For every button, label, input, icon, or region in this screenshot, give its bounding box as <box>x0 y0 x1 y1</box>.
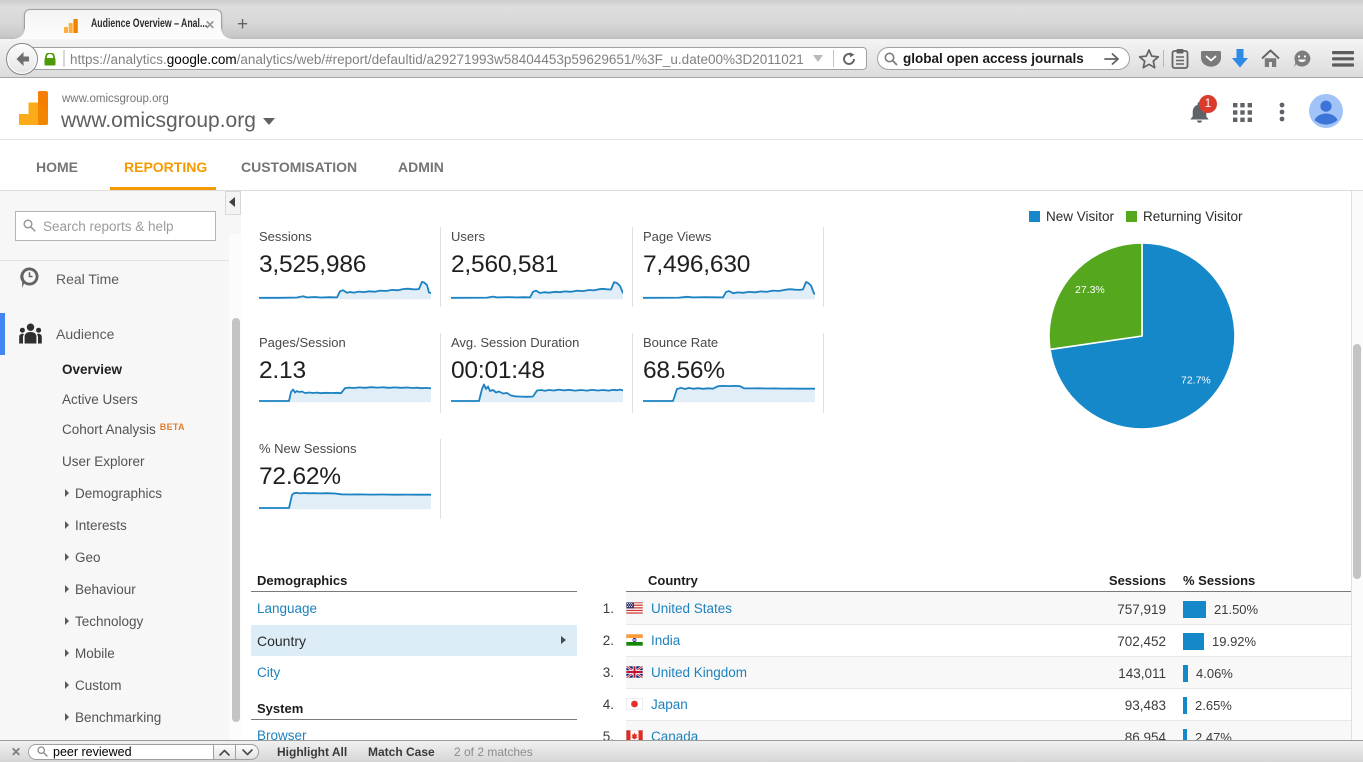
svg-text:72.7%: 72.7% <box>1181 375 1211 387</box>
svg-text:27.3%: 27.3% <box>1075 284 1105 296</box>
